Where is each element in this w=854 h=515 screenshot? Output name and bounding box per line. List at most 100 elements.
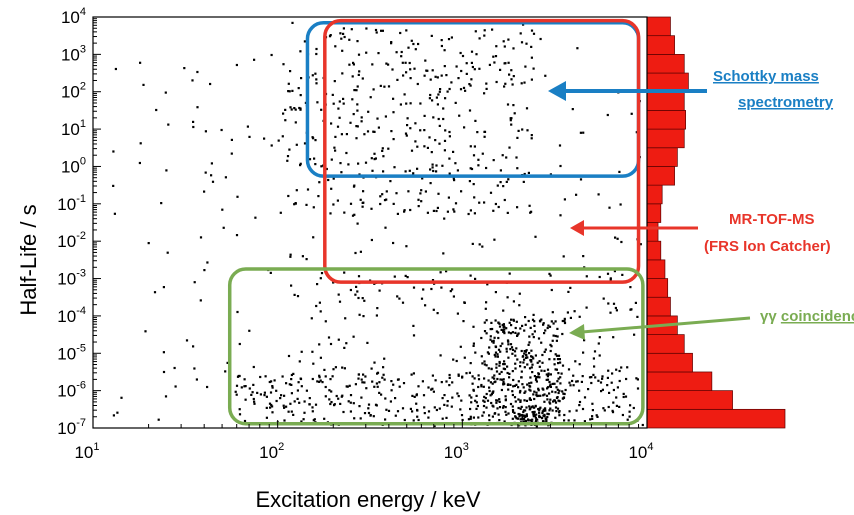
- data-point: [566, 311, 569, 314]
- data-point: [490, 401, 493, 405]
- data-point: [365, 27, 368, 30]
- data-point: [453, 179, 456, 182]
- data-point: [412, 324, 415, 327]
- data-point: [303, 142, 307, 145]
- data-point: [483, 360, 486, 363]
- data-point: [360, 116, 363, 119]
- data-point: [405, 245, 408, 248]
- data-point: [409, 127, 412, 130]
- data-point: [522, 409, 525, 412]
- data-point: [524, 356, 528, 359]
- data-point: [576, 380, 579, 383]
- data-point: [537, 389, 540, 392]
- data-point: [390, 389, 393, 392]
- data-point: [513, 411, 516, 414]
- data-point: [457, 374, 460, 377]
- data-point: [549, 402, 552, 405]
- data-point: [412, 419, 415, 422]
- data-point: [480, 383, 483, 387]
- data-point: [543, 393, 546, 396]
- data-point: [347, 163, 350, 166]
- data-point: [521, 324, 524, 327]
- data-point: [185, 339, 189, 342]
- data-point: [300, 420, 303, 423]
- data-point: [379, 195, 382, 198]
- data-point: [485, 364, 488, 367]
- data-point: [629, 286, 632, 289]
- y-tick-label: 10-2: [57, 230, 86, 251]
- arrow-mrtof-head: [570, 220, 584, 236]
- data-point: [572, 384, 575, 387]
- data-point: [480, 355, 483, 358]
- data-point: [297, 381, 300, 384]
- x-tick-exp: 1: [93, 441, 99, 453]
- data-point: [352, 63, 355, 66]
- data-point: [514, 367, 517, 370]
- data-point: [487, 352, 490, 355]
- data-point: [497, 348, 501, 351]
- data-point: [494, 55, 498, 58]
- data-point: [632, 406, 635, 410]
- data-point: [503, 368, 507, 371]
- data-point: [398, 297, 401, 300]
- data-point: [467, 418, 470, 421]
- data-point: [443, 403, 446, 406]
- data-point: [422, 394, 426, 397]
- data-point: [355, 89, 358, 92]
- data-point: [199, 236, 203, 239]
- data-point: [477, 164, 480, 167]
- data-point: [356, 109, 359, 112]
- data-point: [510, 324, 513, 327]
- data-point: [534, 404, 537, 407]
- data-point: [537, 408, 540, 411]
- data-point: [277, 139, 280, 142]
- data-point: [516, 206, 519, 209]
- data-point: [543, 350, 546, 353]
- data-point: [505, 347, 508, 350]
- data-point: [348, 38, 351, 41]
- data-point: [553, 363, 556, 366]
- data-point: [568, 381, 571, 384]
- data-point: [222, 226, 225, 229]
- data-point: [502, 323, 505, 326]
- data-point: [616, 386, 619, 389]
- label-gamma-word: coincidence: [781, 308, 854, 325]
- data-point: [367, 110, 370, 113]
- data-point: [608, 391, 611, 394]
- data-point: [502, 367, 505, 370]
- data-point: [562, 392, 565, 395]
- data-point: [352, 61, 355, 64]
- data-point: [341, 72, 344, 75]
- x-tick-exp: 2: [278, 441, 284, 453]
- data-point: [502, 378, 505, 381]
- data-point: [533, 390, 536, 393]
- data-point: [344, 317, 347, 320]
- data-point: [299, 377, 302, 380]
- data-point: [348, 384, 351, 387]
- data-point: [250, 393, 253, 396]
- data-point: [563, 317, 566, 320]
- data-point: [563, 319, 566, 323]
- data-point: [473, 196, 476, 199]
- data-point: [468, 83, 471, 86]
- data-point: [401, 301, 405, 304]
- data-point: [531, 333, 534, 336]
- data-point: [270, 380, 273, 383]
- data-point: [288, 383, 291, 386]
- data-point: [311, 377, 314, 381]
- data-point: [283, 419, 286, 422]
- data-point: [579, 131, 582, 134]
- data-point: [544, 74, 547, 77]
- data-point: [538, 414, 541, 417]
- data-point: [503, 198, 506, 202]
- data-point: [399, 103, 402, 106]
- data-point: [546, 387, 549, 390]
- data-point: [429, 168, 432, 171]
- data-point: [595, 414, 598, 417]
- data-point: [505, 327, 508, 330]
- data-point: [622, 392, 625, 395]
- data-point: [473, 68, 476, 71]
- data-point: [303, 411, 306, 414]
- data-point: [354, 293, 357, 296]
